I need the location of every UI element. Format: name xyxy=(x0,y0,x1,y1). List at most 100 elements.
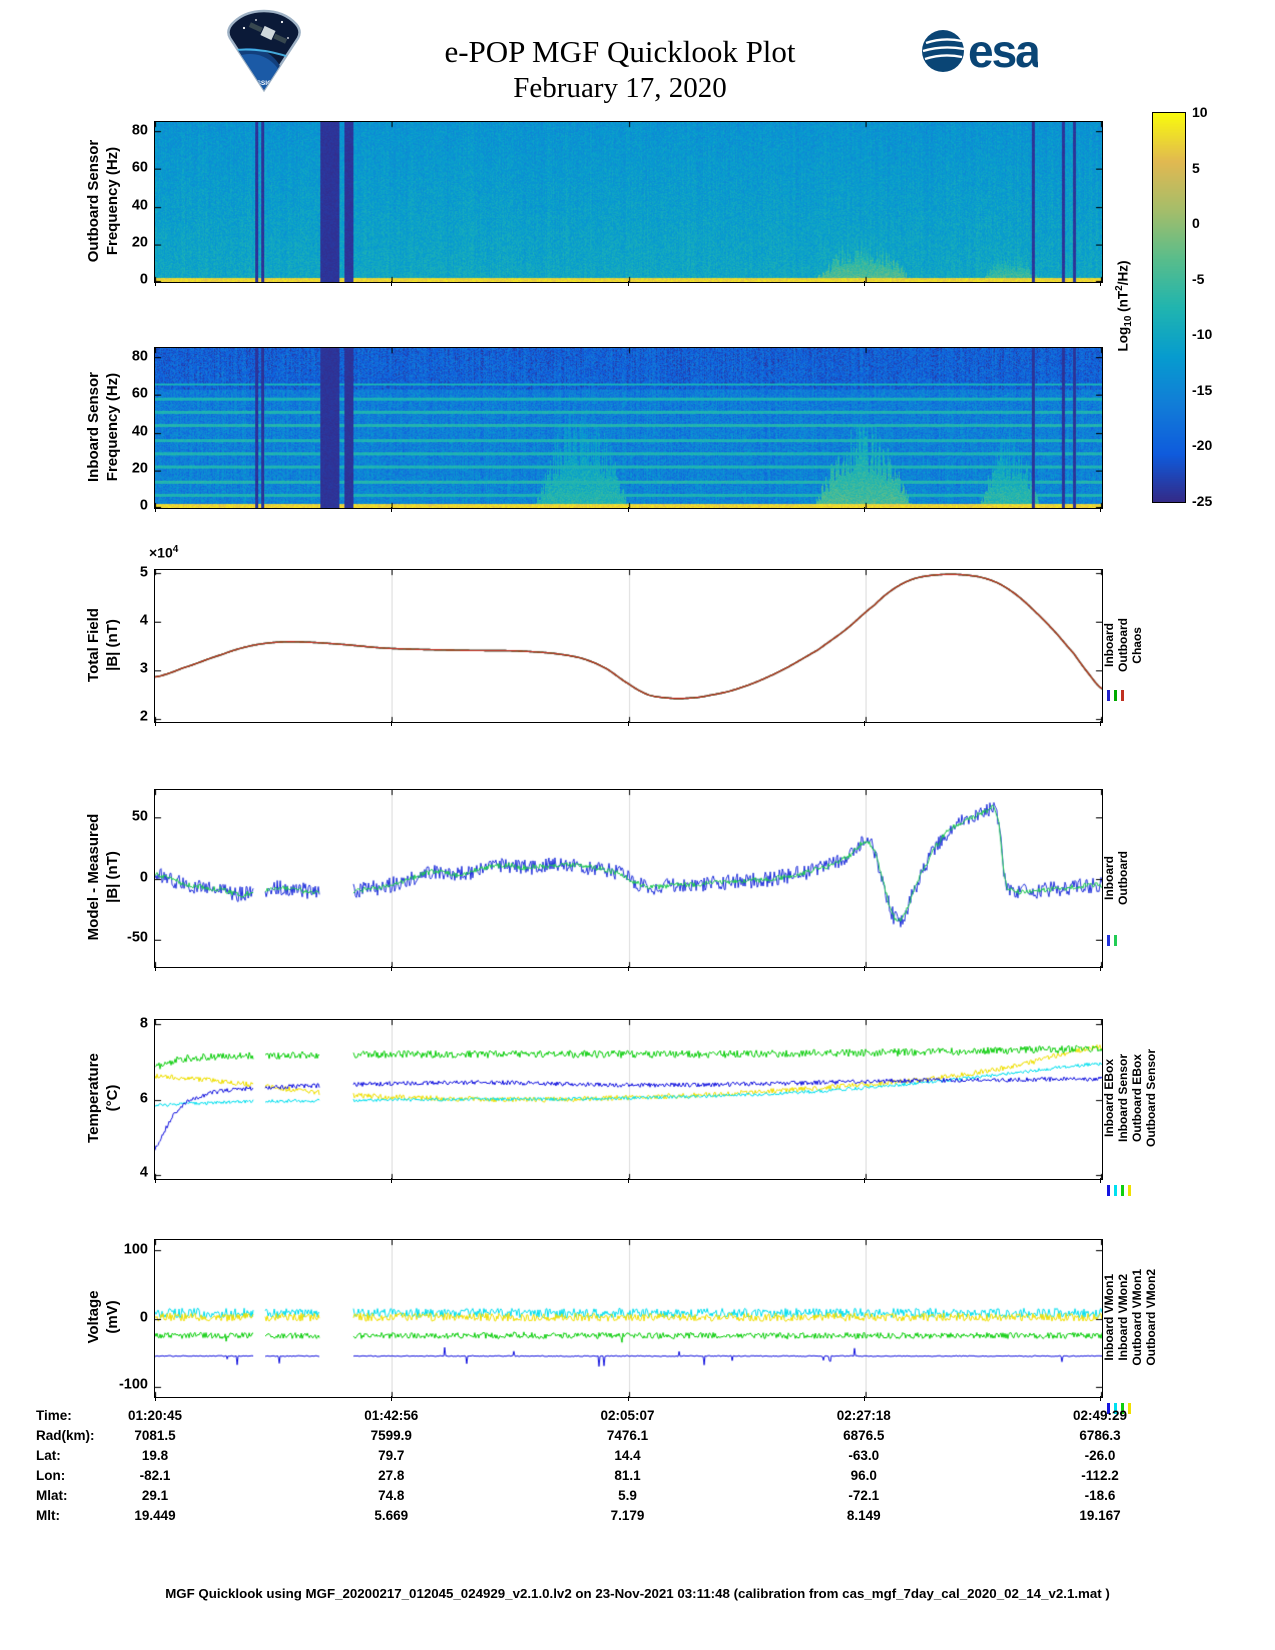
y-tick-label: 8 xyxy=(139,1015,148,1032)
x-tick-mark xyxy=(627,281,629,286)
cb-label-part: (nT xyxy=(1115,290,1131,316)
legend-color-tick xyxy=(1121,1185,1124,1196)
cb-label-part: /Hz) xyxy=(1115,260,1131,286)
y-tick-label: 3 xyxy=(139,660,148,677)
table-cell: -63.0 xyxy=(848,1448,880,1463)
legend-label: Inboard xyxy=(1102,623,1116,667)
x-tick-mark xyxy=(391,1178,393,1183)
satellite-icon xyxy=(248,22,288,44)
y-tick-label: 40 xyxy=(131,423,148,440)
legend-label: Inboard Sensor xyxy=(1116,1054,1130,1143)
table-row-label: Lat: xyxy=(36,1448,61,1463)
table-row-label: Mlt: xyxy=(36,1508,60,1523)
table-cell: -72.1 xyxy=(848,1488,880,1503)
colorbar-tick-label: 0 xyxy=(1192,215,1200,232)
y-tick-label: 80 xyxy=(131,122,148,139)
total_field-legend-color-ticks xyxy=(1107,690,1124,701)
legend-color-tick xyxy=(1128,1403,1131,1414)
table-cell: -112.2 xyxy=(1081,1468,1119,1483)
table-row-label: Time: xyxy=(36,1408,72,1423)
legend-label: Chaos xyxy=(1130,626,1144,664)
x-tick-mark xyxy=(1100,1178,1101,1183)
legend-color-tick xyxy=(1121,1403,1124,1414)
patch-text: CASSIOPE xyxy=(247,80,281,87)
x-tick-mark xyxy=(863,1178,865,1183)
y-tick-label: 40 xyxy=(131,197,148,214)
table-cell: 81.1 xyxy=(614,1468,641,1483)
table-cell: -82.1 xyxy=(139,1468,171,1483)
model_measured-legend-color-ticks xyxy=(1107,935,1117,946)
table-cell: 19.8 xyxy=(141,1448,169,1463)
x-tick-mark xyxy=(391,507,393,512)
legend-color-tick xyxy=(1128,1185,1131,1196)
x-tick-mark xyxy=(155,1396,156,1401)
x-tick-mark xyxy=(627,1396,629,1401)
table-cell: 5.669 xyxy=(374,1508,409,1523)
temperature-canvas xyxy=(155,1020,1102,1179)
legend-color-tick xyxy=(1114,1403,1117,1414)
legend-label: Inboard EBox xyxy=(1102,1059,1116,1138)
legend-label: Outboard xyxy=(1116,850,1130,905)
table-cell: 02:49:29 xyxy=(1072,1408,1128,1423)
cb-label-sup: 2 xyxy=(1113,285,1125,291)
colorbar-tick-label: 10 xyxy=(1192,104,1208,120)
esa-wordmark: esa xyxy=(968,25,1038,77)
plot-date: February 17, 2020 xyxy=(513,72,727,104)
legend-color-tick xyxy=(1107,690,1110,701)
table-cell: 7476.1 xyxy=(606,1428,649,1443)
colorbar-tick-label: -5 xyxy=(1192,270,1205,287)
x-tick-mark xyxy=(155,507,156,512)
y-tick-label: 0 xyxy=(139,271,148,288)
table-cell: 7.179 xyxy=(610,1508,645,1523)
temperature-panel xyxy=(154,1019,1103,1180)
table-row-label: Mlat: xyxy=(36,1488,68,1503)
legend-label: Inboard xyxy=(1102,855,1116,900)
y-tick-label: 4 xyxy=(139,612,148,629)
table-cell: 6876.5 xyxy=(843,1428,885,1443)
x-tick-mark xyxy=(1100,281,1101,286)
x-tick-mark xyxy=(627,721,629,726)
x-tick-mark xyxy=(391,966,393,971)
ylabel-line: Temperature xyxy=(85,1053,102,1143)
table-cell: 14.4 xyxy=(614,1448,641,1463)
scale-prefix: ×10 xyxy=(149,544,173,561)
y-tick-label: 60 xyxy=(131,386,148,403)
x-tick-mark xyxy=(391,281,393,286)
esa-globe-icon xyxy=(922,30,965,72)
y-tick-label: 60 xyxy=(131,160,148,177)
outboard-spectrogram-canvas xyxy=(155,122,1102,282)
x-tick-mark xyxy=(391,721,393,726)
x-tick-mark xyxy=(863,281,865,286)
y-tick-label: 20 xyxy=(131,234,148,251)
table-cell: 19.449 xyxy=(134,1508,176,1523)
legend-label: Inboard VMon2 xyxy=(1116,1274,1130,1361)
legend-label: Outboard xyxy=(1116,618,1130,672)
x-tick-mark xyxy=(155,1178,156,1183)
total-field-scale-label: ×104 xyxy=(149,544,178,561)
table-cell: 01:20:45 xyxy=(127,1408,183,1423)
voltage-legend-color-ticks xyxy=(1107,1403,1131,1414)
legend-color-tick xyxy=(1121,690,1124,701)
table-cell: 7599.9 xyxy=(370,1428,412,1443)
y-tick-label: 5 xyxy=(139,565,148,582)
table-cell: -18.6 xyxy=(1084,1488,1116,1503)
legend-label: Outboard EBox xyxy=(1130,1054,1144,1143)
x-tick-mark xyxy=(1100,966,1101,971)
x-tick-mark xyxy=(627,1178,629,1183)
table-cell: 79.7 xyxy=(378,1448,405,1463)
voltage-panel xyxy=(154,1239,1103,1398)
colorbar-tick-label: -15 xyxy=(1192,381,1213,398)
ylabel-line: Outboard Sensor xyxy=(85,139,102,263)
colorbar-canvas xyxy=(1153,113,1185,502)
total-field-panel xyxy=(154,569,1103,723)
x-tick-mark xyxy=(863,721,865,726)
table-cell: -26.0 xyxy=(1084,1448,1116,1463)
legend-color-tick xyxy=(1107,1185,1110,1196)
ylabel-line: Total Field xyxy=(85,608,102,682)
total-field-canvas xyxy=(155,570,1102,722)
table-row-label: Lon: xyxy=(36,1468,66,1483)
colorbar-label: Log10 (nT2/Hz) xyxy=(1114,261,1134,352)
table-cell: 29.1 xyxy=(141,1488,169,1503)
y-tick-label: 6 xyxy=(139,1090,148,1107)
x-tick-mark xyxy=(1100,507,1101,512)
